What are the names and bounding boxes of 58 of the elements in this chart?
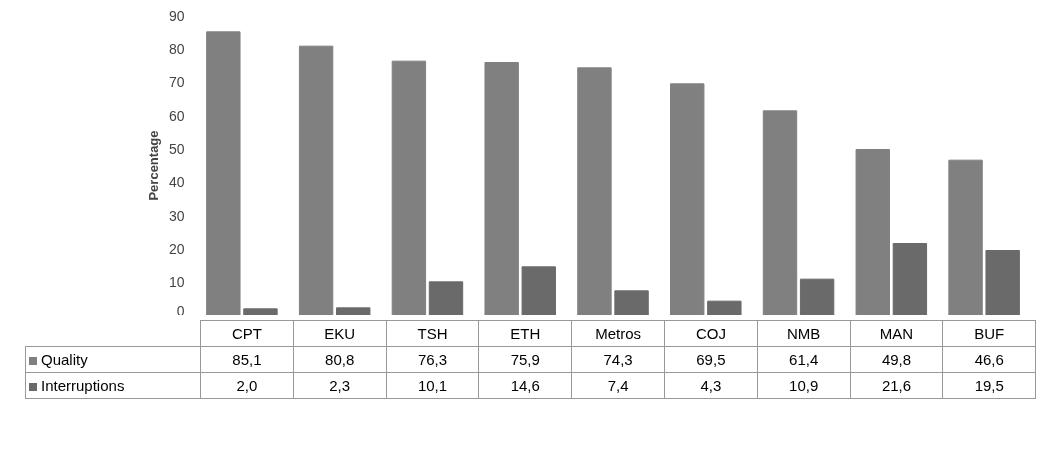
- y-tick-label: 20: [168, 240, 185, 257]
- data-label: 2,3: [293, 372, 387, 399]
- bar: [521, 266, 556, 315]
- data-label: 74,3: [571, 346, 665, 373]
- data-label: 76,3: [386, 346, 479, 373]
- y-tick-label: 70: [168, 74, 185, 91]
- bar: [577, 67, 612, 315]
- bar: [336, 307, 371, 315]
- x-tick-label: COJ: [664, 320, 758, 347]
- x-tick-label: NMB: [757, 320, 851, 347]
- y-tick-label: 10: [168, 274, 185, 291]
- y-tick-label: 60: [168, 107, 185, 124]
- data-label: 4,3: [664, 372, 758, 399]
- bar: [892, 243, 928, 315]
- bar: [948, 159, 983, 315]
- bar: [614, 290, 649, 315]
- y-tick-label: 0: [176, 302, 185, 319]
- bar: [484, 62, 519, 315]
- legend-label: Quality: [25, 346, 201, 373]
- data-label: 46,6: [942, 346, 1036, 373]
- data-label: 21,6: [850, 372, 943, 399]
- bar: [670, 83, 705, 315]
- x-tick-label: BUF: [942, 320, 1036, 347]
- bar: [298, 45, 334, 315]
- y-tick-label: 80: [168, 40, 185, 57]
- data-label: 19,5: [942, 372, 1036, 399]
- bar: [799, 278, 835, 315]
- y-axis-title: Percentage: [145, 130, 161, 201]
- data-label: 10,1: [386, 372, 479, 399]
- y-tick-label: 90: [168, 7, 185, 24]
- bar: [391, 60, 427, 315]
- data-label: 61,4: [757, 346, 851, 373]
- data-label: 2,0: [200, 372, 294, 399]
- x-tick-label: CPT: [200, 320, 294, 347]
- x-tick-label: TSH: [386, 320, 479, 347]
- y-tick-label: 40: [168, 174, 185, 191]
- bar: [428, 281, 464, 315]
- x-tick-label: MAN: [850, 320, 943, 347]
- bar: [707, 300, 742, 315]
- data-label: 69,5: [664, 346, 758, 373]
- bar: [243, 308, 278, 315]
- data-label: 49,8: [850, 346, 943, 373]
- bar: [855, 149, 890, 315]
- data-label: 80,8: [293, 346, 387, 373]
- data-label: 85,1: [200, 346, 294, 373]
- legend-label: Interruptions: [25, 372, 201, 399]
- x-tick-label: Metros: [571, 320, 665, 347]
- data-label: 10,9: [757, 372, 851, 399]
- y-tick-label: 50: [168, 140, 185, 157]
- bar: [985, 250, 1020, 315]
- y-tick-label: 30: [168, 207, 185, 224]
- x-tick-label: ETH: [478, 320, 572, 347]
- x-tick-label: EKU: [293, 320, 387, 347]
- data-label: 75,9: [478, 346, 572, 373]
- data-label: 14,6: [478, 372, 572, 399]
- bar: [762, 110, 798, 315]
- bar: [206, 31, 241, 315]
- data-label: 7,4: [571, 372, 665, 399]
